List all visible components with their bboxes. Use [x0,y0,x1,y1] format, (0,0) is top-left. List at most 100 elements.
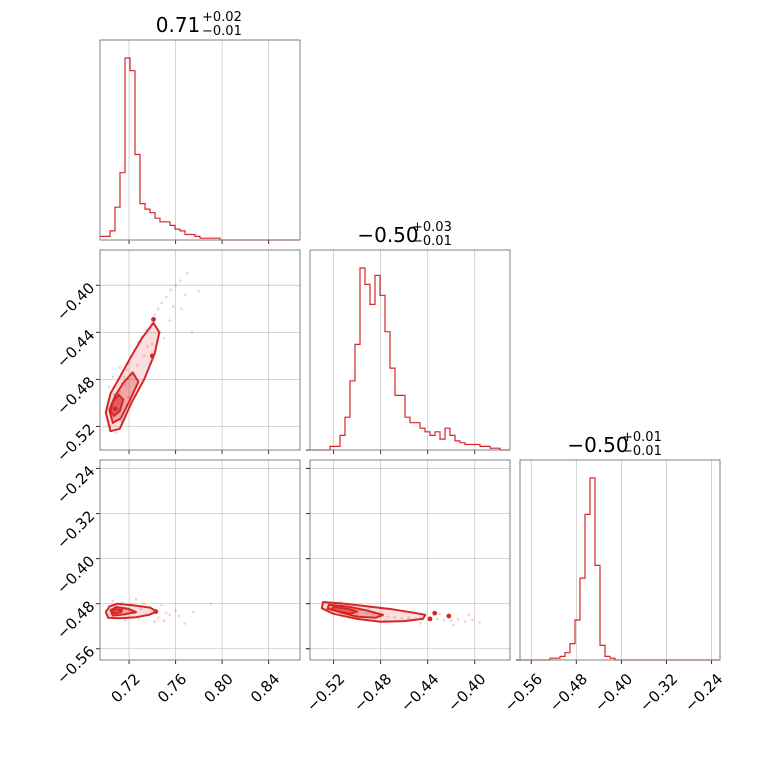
scatter-point [160,301,164,305]
scatter-point [463,620,467,624]
panel-background [100,250,300,450]
scatter-point [178,279,182,282]
panel-frame [309,249,511,451]
histogram-1 [310,267,510,451]
param-title-1: −0.50+0.03−0.01 [357,220,451,249]
panel-frame [99,459,301,661]
scatter-point [160,603,164,607]
y-tick-label: −0.24 [53,462,98,507]
title-minus-error: −0.01 [202,24,242,39]
scatter-point [125,368,129,372]
scatter-point [358,610,361,613]
x-tick-label: −0.48 [350,670,395,715]
density-peak-point [151,317,156,322]
x-tick-label: −0.40 [444,670,489,715]
title-value: 0.71 [156,13,201,37]
scatter-panel-2-1 [320,601,481,627]
scatter-point [372,612,375,616]
scatter-point [449,619,453,622]
scatter-point [107,613,111,617]
panel-frame [99,39,301,241]
scatter-point [164,295,168,299]
scatter-point [209,602,212,606]
density-contour [330,606,359,615]
scatter-point [169,288,173,292]
scatter-point [118,366,122,370]
scatter-point [442,618,446,622]
scatter-point [171,305,175,308]
scatter-point [183,621,187,625]
scatter-point [191,610,195,614]
panel-2-2 [516,460,720,664]
density-peak-point [112,406,118,412]
scatter-point [183,293,187,297]
scatter-point [190,330,194,334]
scatter-point [456,618,460,621]
scatter-point [156,307,160,311]
scatter-point [365,611,368,615]
panel-1-1 [306,250,510,454]
panel-background [520,460,720,660]
x-tick-label: 0.84 [247,670,283,706]
scatter-point [162,619,166,622]
scatter-point [153,620,157,624]
density-peak-point [446,613,452,619]
scatter-point [467,613,471,617]
panel-2-1 [306,460,510,664]
scatter-point [119,419,123,422]
panel-1-0 [96,250,300,454]
panel-background [100,460,300,660]
scatter-point [478,620,481,624]
scatter-point [419,621,422,625]
y-tick-label: −0.40 [53,279,98,324]
scatter-point [452,623,455,627]
scatter-point [174,609,177,612]
scatter-point [177,614,181,618]
scatter-point [142,354,146,358]
scatter-point [150,342,154,346]
scatter-point [111,599,115,603]
x-tick-label: −0.44 [397,670,442,715]
scatter-point [435,617,439,621]
scatter-point [134,597,138,601]
scatter-point [111,375,115,379]
y-tick-label: −0.56 [53,642,98,687]
scatter-panel-2-0 [104,597,212,625]
scatter-point [164,611,168,615]
x-tick-label: −0.52 [303,670,348,715]
x-tick-label: −0.32 [636,670,681,715]
scatter-point [168,613,172,617]
title-plus-error: +0.03 [412,220,452,235]
scatter-point [156,616,160,620]
x-tick-label: −0.40 [591,670,636,715]
plot-layer: 0.72 0.76 0.80 0.84 −0.52 −0.48 −0.44 −0.40 −0.5… [53,10,726,715]
x-tick-label: −0.48 [546,670,591,715]
scatter-point [107,385,111,388]
scatter-point [400,616,404,620]
scatter-point [123,375,126,379]
scatter-point [386,615,390,619]
y-tick-label: −0.44 [53,326,98,371]
panel-frame [519,459,721,661]
density-peak-point [432,610,438,616]
density-peak-point [153,609,159,614]
panel-0-0 [100,40,300,244]
scatter-point [124,619,127,622]
density-contour [110,608,124,615]
panel-frame [309,459,511,661]
x-tick-label: −0.24 [681,670,726,715]
y-tick-label: −0.52 [53,420,98,465]
scatter-point [438,612,441,616]
panel-2-0 [96,460,300,664]
title-minus-error: −0.01 [412,234,452,249]
title-minus-error: −0.01 [622,444,662,459]
scatter-point [114,430,118,434]
scatter-point [126,395,130,399]
title-plus-error: +0.02 [202,10,242,25]
scatter-point [153,313,157,317]
scatter-point [139,607,143,611]
density-peak-point [149,353,155,359]
y-tick-label: −0.40 [53,552,98,597]
scatter-point [142,602,146,606]
